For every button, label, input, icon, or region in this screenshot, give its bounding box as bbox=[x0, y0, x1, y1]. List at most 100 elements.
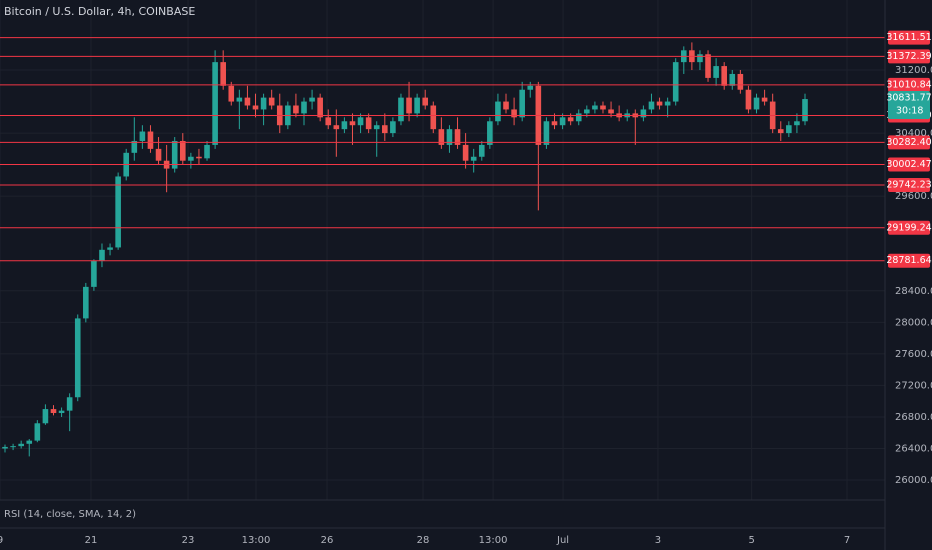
candle-body bbox=[325, 117, 332, 126]
candle-body bbox=[398, 97, 404, 122]
candle-body bbox=[341, 121, 348, 130]
level-label-box bbox=[888, 77, 930, 92]
candle-body bbox=[317, 97, 323, 118]
candle-body bbox=[301, 101, 307, 114]
candle-body bbox=[155, 148, 162, 161]
candle-body bbox=[737, 73, 744, 90]
level-label: 31611.51 bbox=[886, 32, 931, 43]
candle-body bbox=[139, 131, 146, 141]
y-tick-label: 26000.00 bbox=[895, 475, 932, 486]
candle-body bbox=[406, 97, 412, 114]
candle-body bbox=[26, 440, 33, 444]
candle-body bbox=[10, 446, 16, 448]
candle-body bbox=[390, 121, 396, 134]
y-tick-label: 29600.00 bbox=[895, 191, 932, 202]
candle-body bbox=[42, 409, 49, 424]
x-tick-label: 13:00 bbox=[242, 535, 271, 546]
level-label-box bbox=[888, 135, 930, 150]
candle-body bbox=[802, 99, 808, 122]
candle-body bbox=[212, 62, 218, 145]
candle-body bbox=[228, 85, 235, 102]
level-label: 30002.47 bbox=[886, 159, 931, 170]
candle-body bbox=[575, 113, 582, 122]
candle-body bbox=[584, 109, 590, 114]
candle-body bbox=[147, 131, 154, 149]
candle-body bbox=[672, 62, 679, 102]
x-tick-label: 13:00 bbox=[479, 535, 508, 546]
candle-body bbox=[252, 105, 259, 110]
candle-body bbox=[487, 121, 493, 145]
candle-body bbox=[18, 443, 24, 447]
candle-body bbox=[260, 97, 267, 110]
level-label: 29199.24 bbox=[886, 222, 931, 233]
x-tick-label: 3 bbox=[655, 535, 661, 546]
candle-body bbox=[600, 105, 606, 110]
candle-body bbox=[438, 129, 445, 145]
level-label-box bbox=[888, 49, 930, 64]
indicator-label: RSI (14, close, SMA, 14, 2) bbox=[4, 509, 136, 520]
candle-body bbox=[188, 156, 194, 161]
grid bbox=[0, 0, 885, 500]
level-label: 29742.23 bbox=[886, 179, 931, 190]
candle-body bbox=[83, 286, 89, 319]
y-tick-label: 26400.00 bbox=[895, 444, 932, 455]
x-tick-label: 28 bbox=[417, 535, 430, 546]
x-tick-label: 7 bbox=[844, 535, 850, 546]
x-tick-label: 9 bbox=[0, 535, 3, 546]
candle-body bbox=[204, 144, 210, 159]
y-tick-label: 30400.00 bbox=[895, 128, 932, 139]
candle-body bbox=[34, 423, 41, 441]
countdown-label: 30:18 bbox=[896, 106, 923, 117]
y-tick-label: 26800.00 bbox=[895, 412, 932, 423]
candle-body bbox=[293, 105, 299, 114]
x-tick-label: Jul bbox=[556, 535, 569, 546]
y-tick-label: 27200.00 bbox=[895, 380, 932, 391]
y-tick-label: 28000.00 bbox=[895, 317, 932, 328]
candle-body bbox=[414, 97, 420, 114]
candle-body bbox=[729, 73, 736, 86]
candle-body bbox=[495, 101, 501, 122]
candle-body bbox=[478, 144, 485, 157]
candle-body bbox=[179, 140, 186, 161]
candle-body bbox=[559, 117, 566, 126]
level-label-box bbox=[888, 177, 930, 192]
level-label: 30282.40 bbox=[886, 137, 931, 148]
candle-body bbox=[640, 109, 647, 118]
candle-body bbox=[705, 54, 711, 78]
candle-body bbox=[91, 260, 97, 287]
candle-body bbox=[50, 409, 57, 414]
candle-body bbox=[422, 97, 429, 106]
candle-body bbox=[74, 318, 81, 398]
candle-body bbox=[107, 247, 113, 250]
candle-body bbox=[713, 66, 719, 78]
x-tick-label: 5 bbox=[748, 535, 754, 546]
candle-body bbox=[333, 125, 340, 130]
candle-body bbox=[365, 117, 372, 130]
candle-body bbox=[66, 397, 73, 411]
x-tick-label: 21 bbox=[85, 535, 98, 546]
level-label: 31010.84 bbox=[886, 79, 931, 90]
candle-body bbox=[745, 89, 752, 110]
candle-body bbox=[503, 101, 509, 110]
level-label-box bbox=[888, 30, 930, 45]
y-tick-label: 31200.00 bbox=[895, 65, 932, 76]
level-label-box bbox=[888, 157, 930, 172]
candle-body bbox=[236, 97, 243, 102]
candle-body bbox=[753, 97, 760, 110]
candle-body bbox=[664, 101, 671, 106]
chart-title: Bitcoin / U.S. Dollar, 4h, COINBASE bbox=[4, 5, 195, 18]
level-label: 28781.64 bbox=[886, 255, 931, 266]
candle-body bbox=[244, 97, 251, 106]
candle-body bbox=[430, 105, 437, 130]
candle-body bbox=[220, 62, 226, 86]
candle-body bbox=[786, 125, 792, 134]
candle-body bbox=[99, 249, 105, 261]
candle-body bbox=[519, 89, 525, 118]
candle-body bbox=[382, 125, 388, 134]
candle-body bbox=[511, 109, 517, 118]
candle-body bbox=[171, 140, 178, 169]
candle-body bbox=[551, 121, 558, 126]
candle-body bbox=[543, 121, 550, 145]
candle-body bbox=[115, 176, 121, 248]
candle-body bbox=[58, 410, 65, 414]
